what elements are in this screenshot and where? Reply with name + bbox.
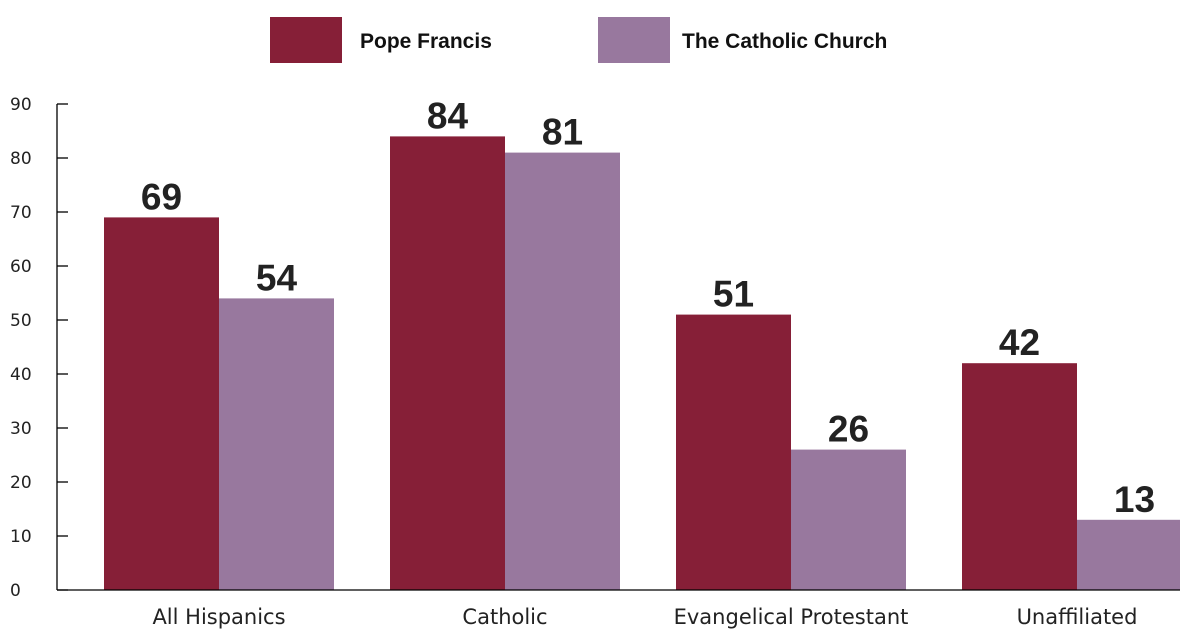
axes [56, 104, 1180, 591]
x-category-label: All Hispanics [152, 605, 285, 629]
data-label: 26 [828, 409, 869, 450]
y-tick-label: 90 [10, 95, 32, 115]
bar-pope-francis [962, 363, 1077, 590]
y-tick-label: 10 [10, 527, 32, 547]
bar-catholic-church [219, 298, 334, 590]
legend: Pope Francis The Catholic Church [270, 17, 887, 63]
legend-swatch-pope-francis [270, 17, 342, 63]
x-category-label: Catholic [462, 605, 547, 629]
legend-label-pope-francis: Pope Francis [360, 30, 492, 53]
data-label: 51 [713, 274, 754, 315]
y-tick-label: 30 [10, 419, 32, 439]
y-tick-label: 40 [10, 365, 32, 385]
bar-pope-francis [676, 314, 791, 590]
y-tick-label: 20 [10, 473, 32, 493]
data-label: 81 [542, 112, 583, 153]
bars [104, 136, 1180, 590]
bar-catholic-church [505, 152, 620, 590]
value-labels: 69 84 51 42 54 81 26 13 [141, 95, 1155, 519]
y-tick-label: 0 [10, 581, 21, 601]
data-label: 13 [1114, 479, 1155, 520]
legend-label-catholic-church: The Catholic Church [682, 30, 887, 53]
y-axis-ticks: 0 10 20 30 40 50 60 70 80 90 [10, 95, 68, 601]
data-label: 54 [256, 257, 298, 298]
x-category-label: Evangelical Protestant [674, 605, 909, 629]
data-label: 42 [999, 322, 1040, 363]
bar-pope-francis [390, 136, 505, 590]
bar-pope-francis [104, 217, 219, 590]
bar-catholic-church [1077, 519, 1180, 590]
y-tick-label: 60 [10, 257, 32, 277]
y-tick-label: 80 [10, 149, 32, 169]
bar-catholic-church [791, 449, 906, 590]
legend-swatch-catholic-church [598, 17, 670, 63]
data-label: 84 [427, 95, 469, 136]
x-category-label: Unaffiliated [1017, 605, 1138, 629]
y-tick-label: 50 [10, 311, 32, 331]
y-tick-label: 70 [10, 203, 32, 223]
category-labels: All Hispanics Catholic Evangelical Protest… [152, 605, 1137, 629]
data-label: 69 [141, 176, 182, 217]
